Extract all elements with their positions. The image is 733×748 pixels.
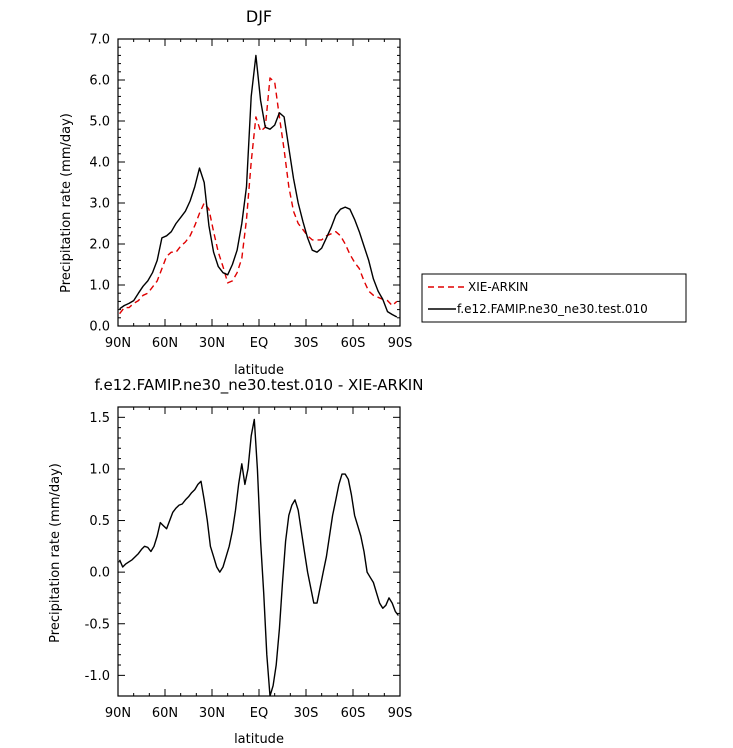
y-tick-label: 0.5: [89, 514, 110, 529]
y-axis-label: Precipitation rate (mm/day): [48, 463, 63, 643]
y-tick-label: 4.0: [89, 156, 110, 171]
chart-title: f.e12.FAMIP.ne30_ne30.test.010 - XIE-ARK…: [95, 376, 424, 395]
legend-box: [421, 273, 687, 323]
plot-frame: [117, 406, 401, 697]
chart-djf-precipitation: DJF 90N 60N 30N EQ 30S 60S 90S 0.0 1.0 2.0 3.0 4.0 5…: [59, 7, 412, 378]
x-tick-label: 60S: [341, 336, 366, 351]
y-tick-label: 7.0: [89, 33, 110, 48]
series-line-xie-arkin: [119, 77, 398, 315]
x-axis-label: latitude: [234, 363, 284, 378]
y-tick-label: -1.0: [85, 669, 110, 684]
x-tick-label: 60S: [341, 706, 366, 721]
y-tick-label: 2.0: [89, 238, 110, 253]
y-tick-label: 1.0: [89, 462, 110, 477]
legend-label-model: f.e12.FAMIP.ne30_ne30.test.010: [457, 302, 648, 316]
x-tick-label: 90N: [105, 336, 131, 351]
x-tick-label: 90S: [388, 336, 413, 351]
y-axis-label: Precipitation rate (mm/day): [59, 113, 74, 293]
x-tick-label: 60N: [152, 706, 178, 721]
legend-label-xie-arkin: XIE-ARKIN: [468, 280, 528, 294]
y-tick-label: -0.5: [85, 617, 110, 632]
x-tick-label: 90S: [388, 706, 413, 721]
x-tick-label: 30N: [199, 706, 225, 721]
plot-area: 90N 60N 30N EQ 30S 60S 90S -1.0 -0.5 0.0 0.5 1.0 1.5: [85, 406, 413, 721]
chart-title: DJF: [246, 7, 272, 26]
x-tick-label: 30S: [294, 336, 319, 351]
series-line-difference: [118, 418, 399, 696]
x-tick-label: 30N: [199, 336, 225, 351]
y-tick-label: 1.0: [89, 279, 110, 294]
y-tick-label: 1.5: [89, 411, 110, 426]
x-tick-label: EQ: [250, 336, 268, 351]
chart-difference: f.e12.FAMIP.ne30_ne30.test.010 - XIE-ARK…: [48, 376, 423, 747]
series-line-f-e12-famip-ne30-ne30-test-010: [119, 54, 398, 318]
y-tick-label: 5.0: [89, 115, 110, 130]
y-tick-label: 3.0: [89, 197, 110, 212]
x-tick-label: 60N: [152, 336, 178, 351]
x-tick-label: EQ: [250, 706, 268, 721]
legend: XIE-ARKIN f.e12.FAMIP.ne30_ne30.test.010: [421, 273, 687, 323]
y-tick-label: 0.0: [89, 566, 110, 581]
y-tick-label: 6.0: [89, 74, 110, 89]
y-tick-label: 0.0: [89, 320, 110, 335]
x-tick-label: 90N: [105, 706, 131, 721]
x-axis-label: latitude: [234, 732, 284, 747]
x-tick-label: 30S: [294, 706, 319, 721]
plot-area: 90N 60N 30N EQ 30S 60S 90S 0.0 1.0 2.0 3.0 4.0 5.0 6.…: [89, 33, 412, 352]
